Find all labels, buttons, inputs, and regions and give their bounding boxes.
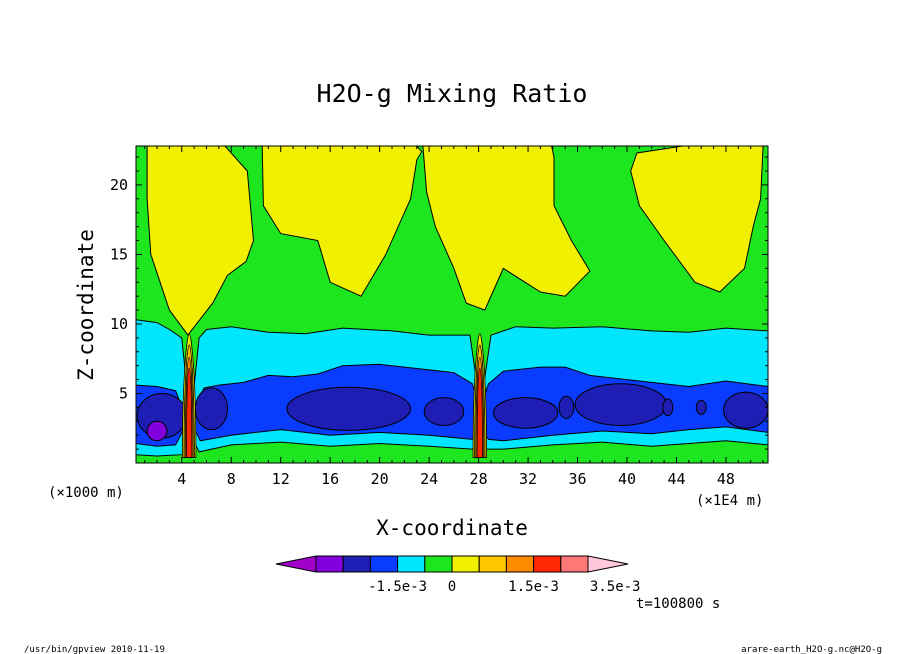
convective-column-left xyxy=(181,333,197,458)
colorbar-swatch xyxy=(451,555,480,573)
colorbar-label: 1.5e-3 xyxy=(508,579,559,595)
colorbar-swatch xyxy=(505,555,535,573)
middle-dry-region xyxy=(261,146,423,297)
colorbar-swatch xyxy=(342,555,371,573)
footer-left: /usr/bin/gpview 2010-11-19 xyxy=(24,645,165,654)
colorbar-swatch xyxy=(397,555,426,573)
far-right-dry-region xyxy=(630,146,764,293)
footer-right: arare-earth_H2O-g.nc@H2O-g xyxy=(741,645,882,654)
plot-area xyxy=(136,146,768,463)
y-tick-label: 10 xyxy=(110,315,128,333)
x-axis-label: X-coordinate xyxy=(376,516,528,540)
navy-blob-4 xyxy=(423,397,465,426)
colorbar-swatch xyxy=(478,555,507,573)
colorbar-label: 3.5e-3 xyxy=(590,579,641,595)
x-tick-label: 32 xyxy=(519,470,537,488)
x-tick-label: 16 xyxy=(321,470,339,488)
y-tick-label: 20 xyxy=(110,176,128,194)
x-tick-label: 44 xyxy=(667,470,685,488)
colorbar-label: -1.5e-3 xyxy=(368,579,427,595)
navy-blob-10 xyxy=(722,391,768,429)
navy-blob-5 xyxy=(492,397,559,429)
convective-column-right xyxy=(472,333,488,458)
x-tick-label: 4 xyxy=(177,470,186,488)
colorbar-lower-triangle xyxy=(275,555,317,573)
colorbar-swatch xyxy=(533,555,562,573)
colorbar-labels: -1.5e-3 0 1.5e-3 3.5e-3 xyxy=(368,579,640,595)
y-tick-label: 5 xyxy=(119,384,128,402)
navy-blob-8 xyxy=(662,398,674,417)
y-axis: 5 10 15 20 xyxy=(110,156,768,450)
navy-blob-6 xyxy=(558,395,575,420)
colorbar-label: 0 xyxy=(448,579,456,595)
colorbar-upper-triangle xyxy=(587,555,629,573)
colorbar-swatch xyxy=(315,555,344,573)
purple-blob xyxy=(146,420,168,442)
left-dry-region xyxy=(146,146,255,336)
plot-frame xyxy=(135,145,769,464)
navy-blob-7 xyxy=(574,383,668,426)
x-tick-label: 20 xyxy=(371,470,389,488)
chart-title: H2O-g Mixing Ratio xyxy=(317,79,588,108)
x-axis-unit-left: (×1000 m) xyxy=(48,485,124,501)
x-tick-label: 8 xyxy=(227,470,236,488)
y-axis-label: Z-coordinate xyxy=(74,229,98,381)
right-dry-region xyxy=(422,146,591,311)
colorbar-swatch xyxy=(369,555,399,573)
x-tick-label: 28 xyxy=(470,470,488,488)
colorbar xyxy=(275,555,629,573)
x-axis: 4 8 12 16 20 24 28 32 36 40 44 48 xyxy=(144,146,764,488)
navy-blob-9 xyxy=(695,399,707,415)
y-tick-label: 15 xyxy=(110,245,128,263)
navy-blob-3 xyxy=(286,386,412,431)
colorbar-swatch xyxy=(560,555,589,573)
x-tick-label: 40 xyxy=(618,470,636,488)
time-label: t=100800 s xyxy=(636,596,720,612)
x-tick-label: 24 xyxy=(420,470,438,488)
navy-blob-2 xyxy=(194,387,229,431)
x-tick-label: 48 xyxy=(717,470,735,488)
x-axis-unit-right: (×1E4 m) xyxy=(696,493,763,509)
x-tick-label: 12 xyxy=(272,470,290,488)
x-tick-label: 36 xyxy=(569,470,587,488)
colorbar-swatch xyxy=(424,555,453,573)
